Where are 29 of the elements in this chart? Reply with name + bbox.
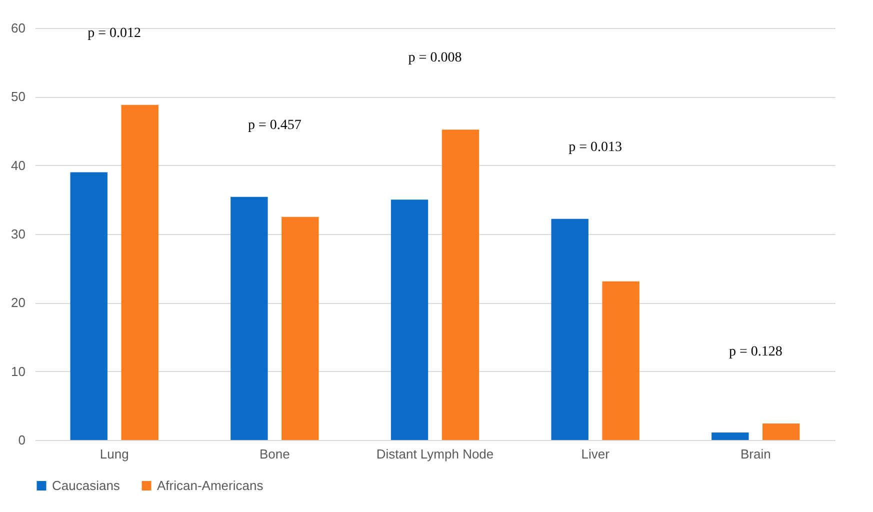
bar bbox=[121, 104, 158, 440]
x-tick-label: Lung bbox=[100, 446, 129, 462]
y-tick-label: 30 bbox=[11, 226, 26, 242]
x-tick-label: Bone bbox=[259, 446, 290, 462]
bar bbox=[712, 432, 749, 440]
bar bbox=[390, 200, 428, 440]
bar bbox=[551, 218, 588, 440]
y-tick-label: 10 bbox=[11, 364, 26, 379]
annotation: p = 0.013 bbox=[568, 140, 622, 155]
bar bbox=[230, 196, 268, 440]
x-tick-label: Brain bbox=[740, 446, 771, 462]
bar bbox=[442, 130, 480, 440]
y-tick-label: 20 bbox=[11, 295, 26, 310]
x-tick-label: Distant Lymph Node bbox=[376, 446, 494, 462]
bar bbox=[282, 216, 319, 440]
bar bbox=[70, 172, 108, 440]
y-tick-label: 50 bbox=[11, 89, 26, 104]
legend-label: African-Americans bbox=[157, 478, 264, 493]
x-tick-label: Liver bbox=[581, 446, 610, 462]
y-tick-label: 40 bbox=[11, 158, 26, 173]
annotation: p = 0.128 bbox=[728, 344, 782, 360]
y-tick-label: 0 bbox=[18, 432, 26, 448]
annotation: p = 0.457 bbox=[248, 118, 302, 133]
legend-label: Caucasians bbox=[52, 478, 120, 493]
annotation: p = 0.012 bbox=[88, 26, 142, 41]
bar bbox=[602, 281, 640, 440]
annotation: p = 0.008 bbox=[408, 50, 462, 66]
bar bbox=[762, 424, 800, 440]
y-tick-label: 60 bbox=[11, 20, 26, 36]
